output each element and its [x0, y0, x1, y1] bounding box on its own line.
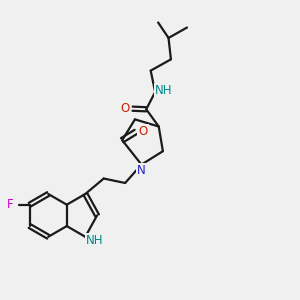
Text: F: F: [7, 198, 14, 211]
Text: O: O: [138, 125, 148, 138]
Text: O: O: [120, 102, 130, 115]
Text: NH: NH: [155, 84, 172, 97]
Text: NH: NH: [86, 234, 104, 247]
Text: N: N: [136, 164, 145, 177]
